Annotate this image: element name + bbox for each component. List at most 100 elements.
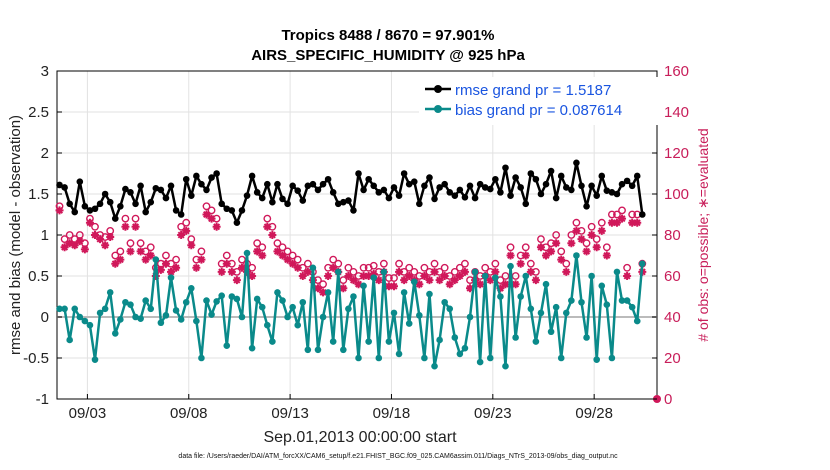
rmse-point	[486, 185, 494, 193]
obs-possible-point	[369, 261, 378, 270]
rmse-point	[162, 194, 170, 202]
bias-point	[162, 312, 170, 319]
obs-possible-point	[283, 247, 292, 256]
bias-point	[446, 305, 454, 313]
obs-possible-point	[329, 255, 338, 264]
rmse-point	[157, 186, 165, 194]
obs-possible-point	[623, 263, 632, 272]
obs-evaluated-point	[562, 267, 571, 276]
obs-evaluated-point	[440, 272, 449, 280]
obs-possible-point	[258, 243, 267, 252]
rmse-point	[583, 203, 590, 210]
bias-point	[421, 354, 428, 362]
obs-possible-point	[405, 263, 414, 272]
bias-point	[319, 313, 327, 321]
obs-evaluated-point	[628, 218, 637, 227]
rmse-point	[532, 175, 540, 183]
rmse-point	[96, 200, 104, 208]
bias-point	[142, 297, 149, 304]
bias-point	[299, 298, 307, 306]
obs-possible-point	[582, 239, 591, 248]
obs-evaluated-point	[587, 231, 596, 239]
bias-point	[436, 336, 443, 344]
rmse-point	[223, 205, 231, 213]
obs-evaluated-point	[156, 265, 165, 274]
obs-possible-point	[222, 251, 231, 260]
obs-evaluated-point	[141, 255, 150, 264]
bias-point	[613, 268, 621, 276]
rmse-point	[76, 178, 84, 185]
rmse-point	[552, 194, 560, 202]
obs-evaluated-point	[207, 214, 216, 223]
bias-point	[157, 319, 165, 327]
obs-evaluated-point	[182, 226, 191, 235]
obs-evaluated-point	[237, 263, 246, 272]
bias-point	[507, 262, 514, 270]
rmse-point	[456, 186, 464, 194]
y-left-tick-label: 0	[41, 309, 49, 326]
obs-evaluated-point	[577, 235, 586, 244]
rmse-point	[365, 175, 372, 183]
bias-point	[471, 268, 479, 276]
rmse-point	[639, 211, 646, 218]
bias-point	[193, 317, 200, 325]
bias-point	[639, 260, 646, 268]
x-tick-label: 09/28	[575, 405, 613, 422]
rmse-point	[385, 194, 393, 202]
obs-evaluated-point	[572, 226, 581, 235]
obs-evaluated-point	[212, 222, 221, 231]
rmse-point	[593, 192, 600, 199]
obs-evaluated-point	[567, 239, 576, 248]
obs-evaluated-point	[623, 272, 632, 280]
rmse-point	[492, 175, 499, 183]
obs-possible-point	[162, 251, 170, 260]
rmse-point	[542, 180, 550, 188]
y-right-tick-label: 120	[664, 145, 689, 162]
bias-point	[365, 338, 372, 345]
obs-evaluated-point	[607, 218, 616, 227]
rmse-point	[390, 184, 398, 191]
rmse-point	[436, 184, 443, 191]
obs-evaluated-point	[268, 231, 277, 239]
bias-point	[233, 295, 241, 303]
obs-evaluated-point	[536, 243, 545, 252]
obs-evaluated-point	[136, 247, 145, 256]
obs-evaluated-point	[450, 276, 459, 285]
obs-possible-point	[273, 239, 282, 248]
y-left-tick-label: 3	[41, 63, 49, 80]
rmse-point	[264, 180, 271, 188]
obs-evaluated-point	[592, 243, 601, 252]
obs-count-markers	[55, 202, 661, 403]
bias-point	[66, 336, 73, 344]
rmse-point	[248, 172, 256, 180]
y-axis-right-ticks: 160 140 120 100 80 60 40 20 0	[652, 63, 689, 408]
obs-evaluated-point	[430, 267, 439, 276]
y-axis-right-label: # of obs: o=possible; ∗=evaluated	[695, 128, 711, 341]
rmse-point	[253, 189, 261, 196]
rmse-point	[360, 186, 367, 194]
obs-evaluated-point	[248, 272, 257, 280]
x-tick-label: 09/23	[474, 405, 512, 422]
bias-point	[573, 252, 580, 259]
bias-series	[56, 249, 646, 370]
bias-point	[152, 256, 160, 263]
bias-point	[461, 344, 469, 352]
bias-point	[588, 272, 595, 280]
rmse-point	[117, 203, 124, 210]
rmse-point	[598, 172, 606, 180]
obs-possible-point	[562, 259, 571, 268]
rmse-point	[410, 178, 418, 185]
rmse-point	[461, 193, 469, 201]
obs-evaluated-point	[618, 214, 627, 223]
bias-point	[578, 298, 585, 306]
obs-evaluated-point	[329, 263, 338, 272]
bias-point	[91, 356, 99, 363]
bias-point	[492, 274, 499, 281]
bias-point	[568, 297, 575, 304]
obs-evaluated-point	[303, 267, 312, 276]
obs-possible-point	[420, 263, 429, 272]
rmse-point	[177, 211, 185, 218]
bias-point	[203, 297, 210, 304]
obs-evaluated-point	[278, 251, 287, 260]
rmse-point	[304, 182, 312, 190]
